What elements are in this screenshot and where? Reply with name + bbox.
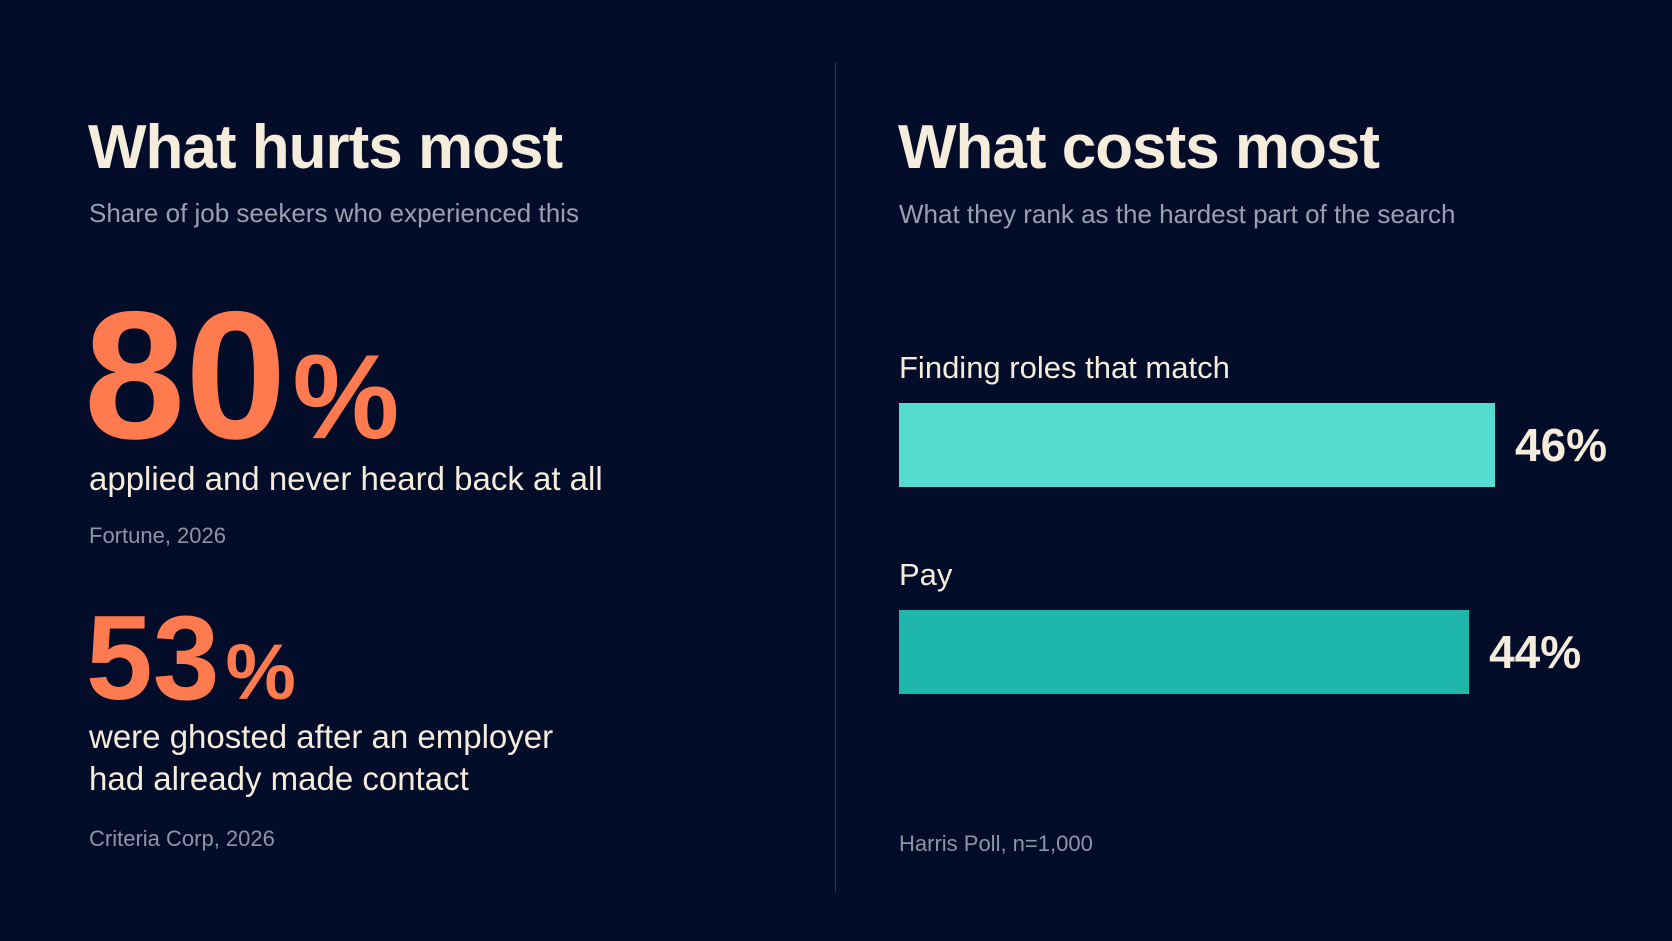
- stat-value-ghosted: 53%: [86, 598, 296, 718]
- stat-description-never-heard-back: applied and never heard back at all: [89, 460, 603, 497]
- bar-label-1: Finding roles that match: [899, 350, 1230, 385]
- stat-percent-sign: %: [225, 627, 296, 716]
- right-panel-subtitle: What they rank as the hardest part of th…: [899, 199, 1456, 229]
- left-panel-title: What hurts most: [88, 113, 563, 182]
- stat-value-never-heard-back: 80%: [84, 284, 399, 466]
- bar-1: [899, 403, 1495, 487]
- stat-number: 80: [84, 273, 287, 477]
- stat-number: 53: [86, 591, 220, 725]
- bar-2: [899, 610, 1470, 694]
- chart-source: Harris Poll, n=1,000: [899, 831, 1093, 856]
- stat-description-ghosted: were ghosted after an employer had alrea…: [89, 718, 554, 797]
- left-panel-subtitle: Share of job seekers who experienced thi…: [89, 198, 579, 228]
- panel-divider: [835, 62, 836, 892]
- stat-percent-sign: %: [292, 330, 400, 464]
- bar-value-label-1: 46%: [1515, 419, 1608, 471]
- bar-label-2: Pay: [899, 557, 953, 592]
- stat-source-fortune: Fortune, 2026: [89, 523, 226, 548]
- stat-source-criteria-corp: Criteria Corp, 2026: [89, 826, 275, 851]
- bar-value-label-2: 44%: [1489, 626, 1582, 678]
- right-panel-title: What costs most: [898, 113, 1380, 182]
